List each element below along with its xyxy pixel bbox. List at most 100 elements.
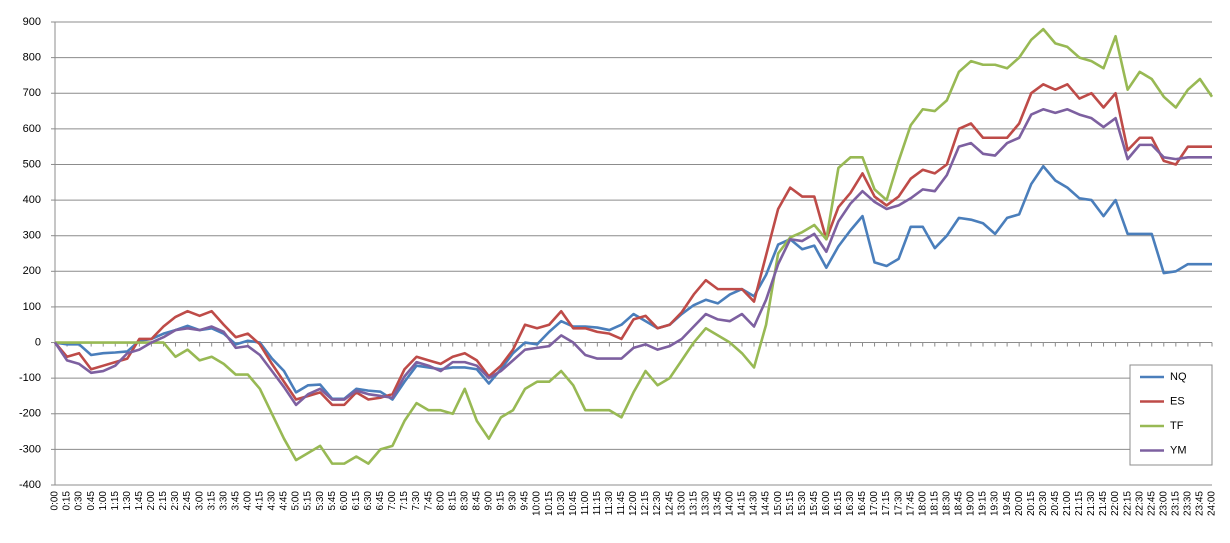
x-tick-label: 11:45 (616, 491, 627, 516)
x-tick-label: 0:30 (74, 491, 85, 511)
x-tick-label: 5:45 (327, 491, 338, 511)
y-tick-label: 800 (23, 52, 41, 64)
x-tick-label: 17:30 (893, 491, 904, 516)
x-tick-label: 11:00 (580, 491, 591, 516)
x-tick-label: 10:45 (568, 491, 579, 516)
x-tick-label: 11:30 (604, 491, 615, 516)
x-tick-label: 12:15 (640, 491, 651, 516)
x-tick-label: 3:15 (206, 491, 217, 511)
x-tick-label: 9:15 (496, 491, 507, 511)
x-tick-label: 0:45 (86, 491, 97, 511)
x-tick-label: 16:45 (857, 491, 868, 516)
x-tick-label: 3:45 (230, 491, 241, 511)
x-tick-label: 3:30 (218, 491, 229, 511)
x-tick-label: 19:15 (978, 491, 989, 516)
legend-box (1129, 364, 1213, 466)
x-tick-label: 2:15 (158, 491, 169, 511)
x-tick-label: 22:30 (1134, 491, 1145, 516)
x-tick-label: 11:15 (592, 491, 603, 516)
x-tick-label: 17:00 (869, 491, 880, 516)
x-tick-label: 0:15 (62, 491, 73, 511)
x-tick-label: 1:15 (110, 491, 121, 511)
x-tick-label: 1:30 (122, 491, 133, 511)
legend-label: ES (1170, 395, 1185, 407)
x-tick-label: 1:00 (98, 491, 109, 511)
x-tick-label: 21:00 (1062, 491, 1073, 516)
x-tick-label: 16:30 (845, 491, 856, 516)
x-tick-label: 10:30 (556, 491, 567, 516)
x-tick-label: 14:15 (737, 491, 748, 516)
x-tick-label: 18:00 (917, 491, 928, 516)
x-tick-label: 20:30 (1038, 491, 1049, 516)
x-tick-label: 10:00 (532, 491, 543, 516)
x-tick-label: 15:15 (785, 491, 796, 516)
x-tick-label: 19:30 (990, 491, 1001, 516)
x-tick-label: 16:00 (821, 491, 832, 516)
x-tick-label: 4:15 (255, 491, 266, 511)
y-tick-label: -400 (19, 479, 41, 491)
x-tick-label: 12:30 (652, 491, 663, 516)
x-tick-label: 19:00 (966, 491, 977, 516)
x-tick-label: 8:00 (435, 491, 446, 511)
x-tick-label: 6:00 (339, 491, 350, 511)
x-tick-label: 19:45 (1002, 491, 1013, 516)
x-tick-label: 20:00 (1014, 491, 1025, 516)
y-tick-label: -300 (19, 443, 41, 455)
x-tick-label: 5:15 (303, 491, 314, 511)
x-tick-label: 23:45 (1195, 491, 1206, 516)
x-tick-label: 3:00 (194, 491, 205, 511)
y-tick-label: 900 (23, 16, 41, 28)
x-tick-label: 7:15 (399, 491, 410, 511)
x-tick-label: 23:15 (1170, 491, 1181, 516)
x-tick-label: 18:30 (941, 491, 952, 516)
y-tick-label: 200 (23, 265, 41, 277)
x-tick-label: 17:15 (881, 491, 892, 516)
x-tick-label: 14:45 (761, 491, 772, 516)
y-tick-label: 600 (23, 123, 41, 135)
x-tick-label: 23:30 (1183, 491, 1194, 516)
x-tick-label: 4:00 (242, 491, 253, 511)
x-tick-label: 10:15 (544, 491, 555, 516)
x-tick-label: 7:45 (423, 491, 434, 511)
x-tick-label: 13:30 (700, 491, 711, 516)
x-tick-label: 1:45 (134, 491, 145, 511)
x-tick-label: 21:30 (1086, 491, 1097, 516)
x-tick-label: 14:00 (725, 491, 736, 516)
x-tick-label: 18:45 (954, 491, 965, 516)
y-tick-label: -100 (19, 372, 41, 384)
y-tick-label: 300 (23, 230, 41, 242)
x-tick-label: 24:00 (1207, 491, 1218, 516)
x-tick-label: 15:30 (797, 491, 808, 516)
x-tick-label: 21:15 (1074, 491, 1085, 516)
x-tick-label: 4:45 (279, 491, 290, 511)
x-tick-label: 21:45 (1098, 491, 1109, 516)
x-tick-label: 6:45 (375, 491, 386, 511)
legend-label: NQ (1170, 371, 1187, 383)
x-tick-label: 15:00 (773, 491, 784, 516)
x-tick-label: 6:30 (363, 491, 374, 511)
x-tick-label: 13:00 (676, 491, 687, 516)
x-tick-label: 9:45 (520, 491, 531, 511)
x-tick-label: 22:00 (1110, 491, 1121, 516)
x-tick-label: 7:00 (387, 491, 398, 511)
y-tick-label: 0 (35, 336, 41, 348)
x-tick-label: 9:00 (484, 491, 495, 511)
series-line (55, 27, 1214, 465)
x-tick-label: 16:15 (833, 491, 844, 516)
x-tick-label: 9:30 (508, 491, 519, 511)
x-tick-label: 23:00 (1158, 491, 1169, 516)
x-tick-label: 22:45 (1146, 491, 1157, 516)
x-tick-label: 2:45 (182, 491, 193, 511)
x-tick-label: 8:30 (459, 491, 470, 511)
x-tick-label: 14:30 (749, 491, 760, 516)
x-tick-label: 15:45 (809, 491, 820, 516)
x-tick-label: 20:15 (1026, 491, 1037, 516)
x-tick-label: 18:15 (929, 491, 940, 516)
x-tick-label: 7:30 (411, 491, 422, 511)
y-tick-label: 400 (23, 194, 41, 206)
y-tick-label: -200 (19, 408, 41, 420)
x-tick-label: 12:45 (664, 491, 675, 516)
legend-label: TF (1170, 420, 1184, 432)
x-tick-label: 13:15 (688, 491, 699, 516)
